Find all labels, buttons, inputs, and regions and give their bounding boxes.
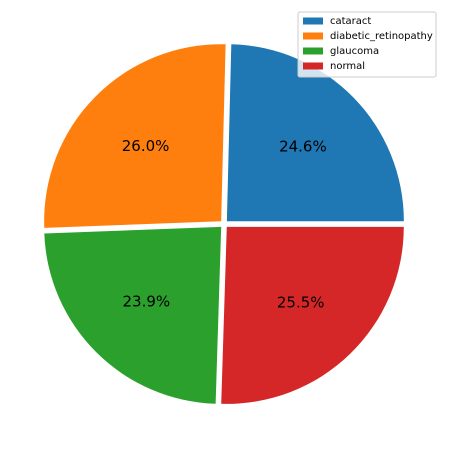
pie-slice: [221, 226, 404, 404]
slice-label: 24.6%: [279, 138, 327, 156]
slice-label: 23.9%: [122, 293, 170, 311]
legend-swatch: [303, 32, 323, 40]
pie-slice: [44, 44, 226, 228]
slice-label: 25.5%: [277, 294, 325, 312]
slice-label: 26.0%: [122, 137, 170, 155]
legend-swatch: [303, 62, 323, 70]
pie-slice: [226, 44, 404, 222]
pie-slice: [44, 226, 222, 404]
legend-swatch: [303, 17, 323, 25]
legend-label: cataract: [330, 16, 371, 27]
legend-box: [297, 11, 437, 78]
legend-swatch: [303, 47, 323, 55]
legend-label: diabetic_retinopathy: [330, 31, 433, 42]
legend-label: glaucoma: [330, 46, 379, 57]
legend-label: normal: [330, 61, 365, 72]
